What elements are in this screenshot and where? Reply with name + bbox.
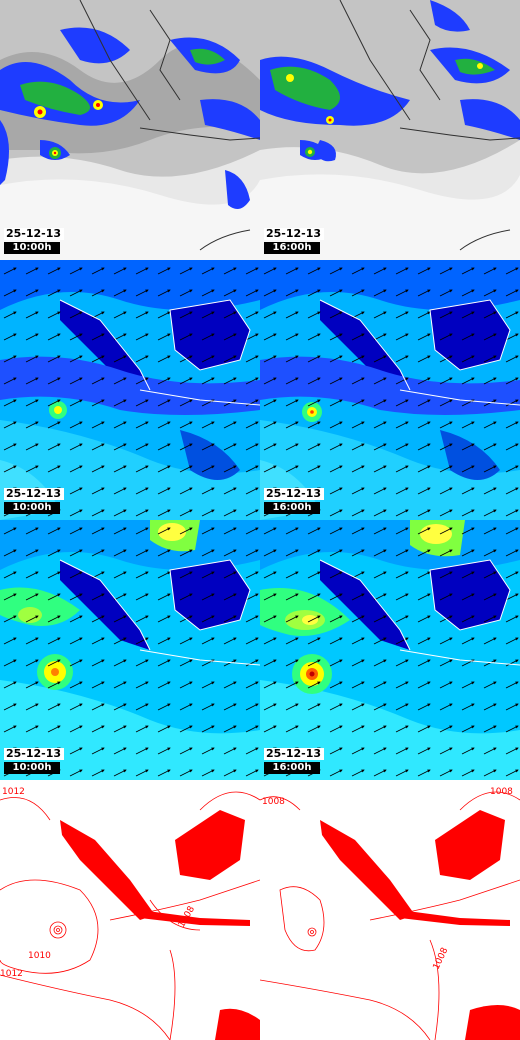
- isobar-label: 1008: [262, 797, 285, 807]
- date-label: 25-12-13: [4, 228, 64, 240]
- wind-map-1600: 25-12-13 16:00h: [260, 260, 520, 520]
- isobar-label: 1012: [2, 787, 25, 797]
- date-label: 25-12-13: [264, 228, 324, 240]
- gust-map-graphic: [260, 520, 520, 780]
- satellite-map-graphic: [0, 0, 260, 260]
- pressure-map-graphic: 1012 1010 1008 1012: [0, 780, 260, 1040]
- pressure-map-1600: 1008 1008 1008: [260, 780, 520, 1040]
- date-label: 25-12-13: [4, 488, 64, 500]
- timestamp-label: 25-12-13 10:00h: [4, 748, 64, 774]
- gust-map-1000: 25-12-13 10:00h: [0, 520, 260, 780]
- satellite-map-1600: 25-12-13 16:00h: [260, 0, 520, 260]
- isobar-label: 1012: [0, 969, 23, 979]
- pressure-map-1000: 1012 1010 1008 1012: [0, 780, 260, 1040]
- time-label: 10:00h: [4, 242, 60, 254]
- wind-map-graphic: [260, 260, 520, 520]
- timestamp-label: 25-12-13 16:00h: [264, 748, 324, 774]
- time-label: 10:00h: [4, 502, 60, 514]
- isobar-label: 1010: [28, 951, 51, 961]
- satellite-map-graphic: [260, 0, 520, 260]
- time-label: 16:00h: [264, 242, 320, 254]
- pressure-map-graphic: 1008 1008 1008: [260, 780, 520, 1040]
- timestamp-label: 25-12-13 10:00h: [4, 488, 64, 514]
- wind-map-graphic: [0, 260, 260, 520]
- date-label: 25-12-13: [4, 748, 64, 760]
- time-label: 10:00h: [4, 762, 60, 774]
- wind-map-1000: 25-12-13 10:00h: [0, 260, 260, 520]
- timestamp-label: 25-12-13 16:00h: [264, 228, 324, 254]
- date-label: 25-12-13: [264, 748, 324, 760]
- date-label: 25-12-13: [264, 488, 324, 500]
- time-label: 16:00h: [264, 762, 320, 774]
- timestamp-label: 25-12-13 16:00h: [264, 488, 324, 514]
- satellite-map-1000: 25-12-13 10:00h: [0, 0, 260, 260]
- isobar-label: 1008: [490, 787, 513, 797]
- time-label: 16:00h: [264, 502, 320, 514]
- gust-map-graphic: [0, 520, 260, 780]
- timestamp-label: 25-12-13 10:00h: [4, 228, 64, 254]
- gust-map-1600: 25-12-13 16:00h: [260, 520, 520, 780]
